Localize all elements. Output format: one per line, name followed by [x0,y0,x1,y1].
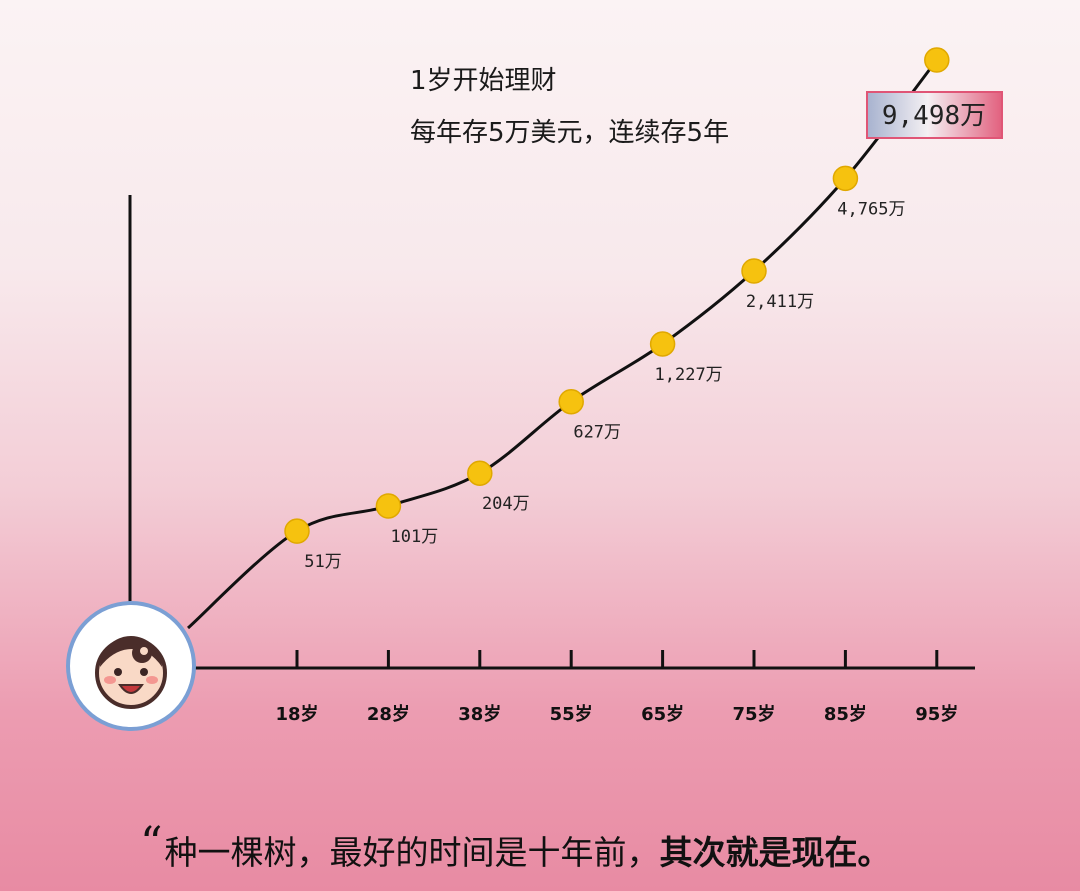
data-point [832,165,859,192]
data-label: 1,227万 [655,365,723,385]
x-tick-label: 55岁 [550,703,593,725]
data-label: 204万 [482,494,530,514]
quote-footer: “种一棵树，最好的时间是十年前，其次就是现在。 [140,818,891,874]
x-tick-label: 18岁 [275,703,318,725]
subtitle-line-2: 每年存5万美元，连续存5年 [410,118,730,148]
data-point [467,460,493,486]
quote-mark: “ [140,818,163,869]
data-label: 51万 [304,552,341,572]
quote-emphasis: 其次就是现在。 [659,833,891,872]
data-point [741,258,767,284]
x-tick-label: 65岁 [641,703,684,725]
data-label: 101万 [391,527,439,547]
quote-text: 种一棵树，最好的时间是十年前， [164,833,660,872]
data-point [375,493,402,519]
x-tick-label: 75岁 [732,703,775,725]
final-value-box [866,91,1003,139]
baby-face-icon [66,601,196,731]
data-point [284,518,310,544]
data-point [924,47,950,73]
data-label: 4,765万 [837,199,905,219]
data-label: 9,498万 [882,101,986,131]
data-label: 627万 [573,423,621,443]
data-point [649,331,676,357]
x-tick-label: 38岁 [458,703,501,725]
data-point [558,388,584,415]
x-tick-label: 85岁 [824,703,867,725]
x-tick-label: 28岁 [367,703,410,725]
subtitle-line-1: 1岁开始理财 [410,66,557,96]
data-label: 2,411万 [746,292,814,312]
x-tick-label: 95岁 [915,703,958,725]
